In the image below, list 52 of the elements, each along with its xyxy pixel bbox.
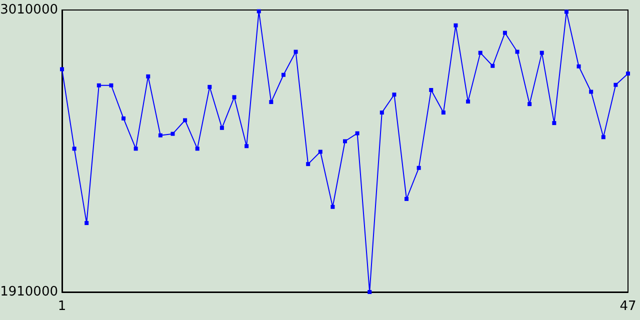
point: [183, 118, 188, 122]
point: [306, 162, 310, 166]
point: [220, 126, 224, 130]
point: [256, 9, 261, 14]
point: [478, 50, 482, 55]
point: [269, 100, 274, 104]
point: [72, 146, 76, 151]
point: [134, 146, 138, 151]
point: [330, 204, 335, 209]
point: [294, 50, 298, 54]
line-series: [60, 9, 630, 294]
y-tick-label: 1910000: [0, 284, 58, 300]
point: [502, 30, 507, 35]
point: [601, 135, 606, 140]
point: [109, 83, 114, 88]
point: [528, 102, 532, 106]
point: [466, 100, 470, 104]
point: [626, 72, 630, 76]
point: [454, 23, 458, 28]
point: [564, 10, 568, 14]
point: [244, 144, 249, 148]
point: [343, 139, 347, 144]
point: [96, 83, 101, 88]
point: [208, 84, 212, 89]
point: [441, 110, 446, 115]
point: [355, 131, 360, 136]
point: [614, 82, 618, 87]
point: [404, 196, 409, 201]
point: [515, 50, 520, 54]
point: [368, 290, 372, 294]
point: [318, 150, 322, 154]
point: [281, 72, 286, 77]
point: [576, 64, 581, 68]
point: [158, 133, 162, 138]
x-tick-label: 1: [58, 299, 66, 314]
point: [232, 95, 236, 100]
point: [552, 121, 556, 126]
point: [416, 166, 421, 170]
point: [195, 146, 200, 151]
point: [170, 132, 175, 136]
x-tick-label: 47: [620, 299, 636, 314]
point: [589, 90, 594, 94]
point: [392, 92, 396, 97]
point: [540, 50, 544, 55]
point: [60, 67, 64, 72]
point: [380, 110, 384, 115]
point: [122, 116, 126, 120]
point: [490, 64, 495, 68]
point: [429, 88, 434, 92]
y-tick-label: 3010000: [0, 2, 58, 18]
point: [146, 74, 150, 78]
point: [84, 221, 89, 226]
